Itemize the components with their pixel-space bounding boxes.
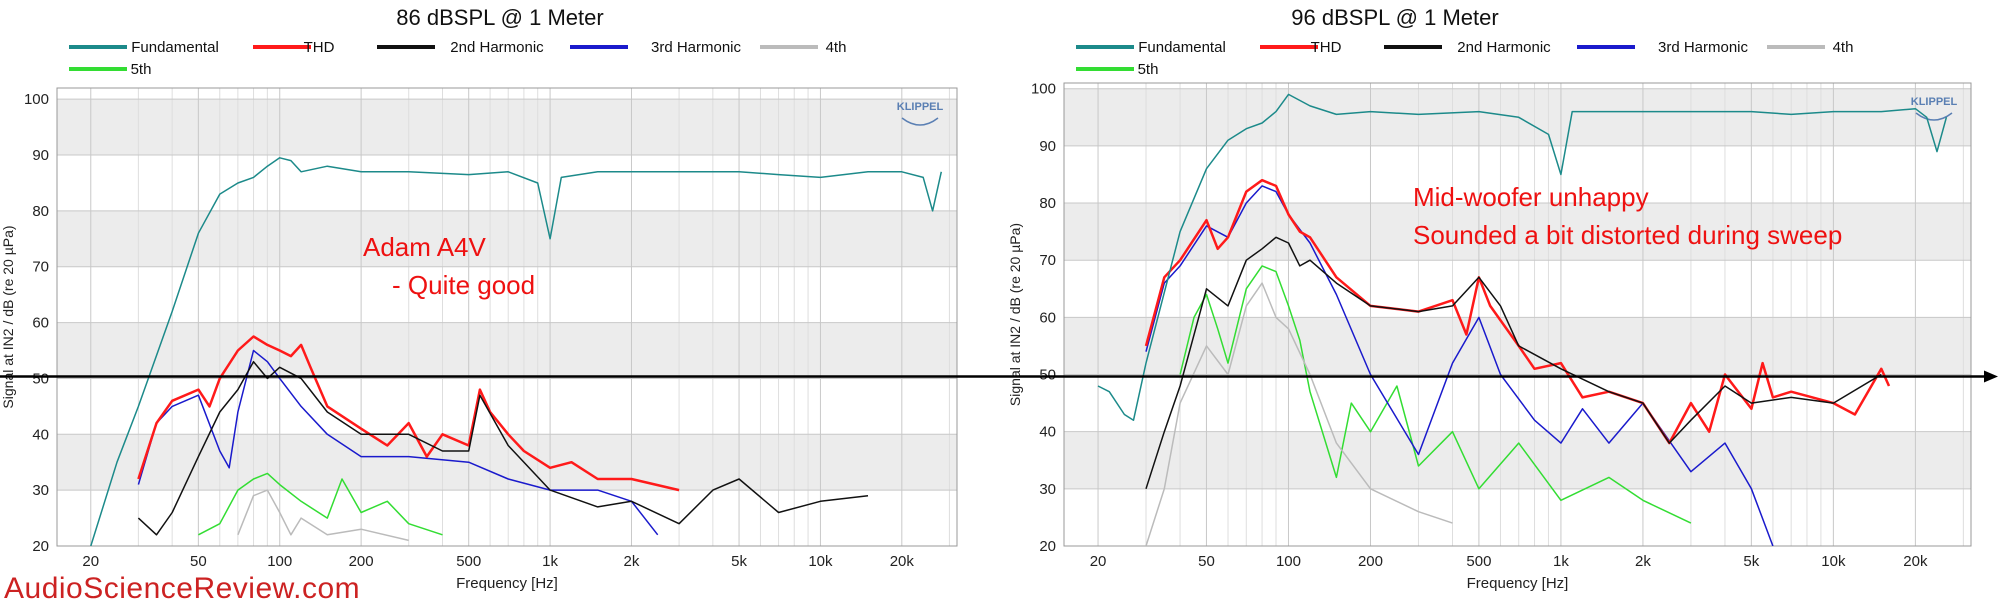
legend-label: THD xyxy=(1311,39,1342,56)
x-tick-label: 10k xyxy=(1821,553,1846,570)
plot-band xyxy=(1064,260,1971,318)
series-2nd-harmonic xyxy=(1145,236,1882,490)
legend-label: 3rd Harmonic xyxy=(1658,39,1749,56)
klippel-logo: KLIPPEL xyxy=(1911,96,1958,108)
y-tick-label: 50 xyxy=(32,370,49,387)
y-tick-label: 90 xyxy=(32,147,49,164)
plot-band xyxy=(57,266,957,323)
y-tick-label: 60 xyxy=(1039,309,1056,326)
x-tick-label: 20k xyxy=(890,553,915,570)
y-tick-label: 60 xyxy=(32,315,49,332)
chart-title: 86 dBSPL @ 1 Meter xyxy=(396,5,603,30)
plot-band xyxy=(1064,203,1971,261)
x-tick-label: 200 xyxy=(1358,553,1383,570)
legend-label: Fundamental xyxy=(131,39,219,56)
y-tick-label: 80 xyxy=(1039,195,1056,212)
plot-frame xyxy=(1063,82,1972,547)
series-2nd-harmonic xyxy=(137,360,869,536)
plot-band xyxy=(57,322,957,379)
series-thd xyxy=(1144,178,1891,445)
x-tick-label: 5k xyxy=(731,553,747,570)
x-tick-label: 50 xyxy=(1198,553,1215,570)
plot-band xyxy=(1064,431,1971,489)
x-tick-label: 100 xyxy=(267,553,292,570)
series-fundamental xyxy=(1097,93,1948,421)
x-tick-label: 20 xyxy=(82,553,99,570)
y-tick-label: 40 xyxy=(32,426,49,443)
chart-annotation: Mid-woofer unhappy xyxy=(1413,182,1649,212)
x-tick-label: 1k xyxy=(1553,553,1569,570)
reference-arrow-head xyxy=(1984,370,1998,383)
y-tick-label: 100 xyxy=(1031,81,1056,98)
y-tick-label: 70 xyxy=(1039,252,1056,269)
chart-annotation: Adam A4V xyxy=(363,232,487,262)
plot-band xyxy=(57,210,957,267)
y-tick-label: 30 xyxy=(1039,481,1056,498)
y-tick-label: 40 xyxy=(1039,424,1056,441)
y-axis-label: Signal at IN2 / dB (re 20 µPa) xyxy=(1007,223,1023,406)
plot-band xyxy=(1064,374,1971,432)
x-axis-label: Frequency [Hz] xyxy=(456,575,558,592)
legend-label: 2nd Harmonic xyxy=(450,39,544,56)
y-tick-label: 80 xyxy=(32,203,49,220)
series-3rd-harmonic xyxy=(137,349,659,536)
legend-label: 5th xyxy=(1138,61,1159,78)
legend-label: 4th xyxy=(1833,39,1854,56)
y-axis-label: Signal at IN2 / dB (re 20 µPa) xyxy=(0,225,16,408)
x-tick-label: 1k xyxy=(542,553,558,570)
legend-label: 2nd Harmonic xyxy=(1457,39,1551,56)
x-tick-label: 2k xyxy=(624,553,640,570)
plot-band xyxy=(57,155,957,211)
klippel-logo-mark xyxy=(1915,112,1953,121)
y-tick-label: 20 xyxy=(1039,538,1056,555)
series-5th xyxy=(198,472,443,536)
y-tick-label: 90 xyxy=(1039,138,1056,155)
plot-band xyxy=(57,88,957,100)
x-tick-label: 2k xyxy=(1635,553,1651,570)
y-tick-label: 70 xyxy=(32,259,49,276)
plot-band xyxy=(57,378,957,435)
y-tick-label: 30 xyxy=(32,482,49,499)
reference-line-layer xyxy=(0,370,1998,383)
legend-label: 4th xyxy=(826,39,847,56)
series-4th xyxy=(237,489,409,542)
series-fundamental xyxy=(90,157,943,546)
legend-label: 3rd Harmonic xyxy=(651,39,742,56)
series-5th xyxy=(1179,265,1692,524)
x-tick-label: 500 xyxy=(456,553,481,570)
x-tick-label: 500 xyxy=(1466,553,1491,570)
x-tick-label: 100 xyxy=(1276,553,1301,570)
y-tick-label: 20 xyxy=(32,538,49,555)
site-watermark: AudioScienceReview.com xyxy=(4,572,361,605)
klippel-logo-mark xyxy=(901,117,939,126)
chart-96db: 20 50 100 200 500 1k 2k 5k 10k 20k 20 30 40 50 60 70 80 9… xyxy=(1007,5,1972,592)
plot-frame xyxy=(56,87,958,547)
plot-band xyxy=(1064,145,1971,204)
series-4th xyxy=(1145,282,1453,546)
y-tick-label: 100 xyxy=(24,91,49,108)
chart-title: 96 dBSPL @ 1 Meter xyxy=(1291,5,1498,30)
x-tick-label: 5k xyxy=(1743,553,1759,570)
x-tick-label: 20k xyxy=(1903,553,1928,570)
chart-86db: 20 50 100 200 500 1k 2k 5k 10k 20k 20 30 40 50 60 70 80 9… xyxy=(0,5,958,592)
plot-band xyxy=(1064,488,1971,546)
legend-label: Fundamental xyxy=(1138,39,1226,56)
klippel-logo: KLIPPEL xyxy=(897,101,944,113)
x-tick-label: 20 xyxy=(1090,553,1107,570)
plot-band xyxy=(57,490,957,546)
x-tick-label: 50 xyxy=(190,553,207,570)
y-tick-label: 50 xyxy=(1039,367,1056,384)
x-tick-label: 200 xyxy=(349,553,374,570)
series-thd xyxy=(137,335,680,492)
chart-annotation: - Quite good xyxy=(392,270,535,300)
plot-band xyxy=(1064,83,1971,89)
x-axis-label: Frequency [Hz] xyxy=(1467,575,1569,592)
plot-band xyxy=(57,99,957,156)
legend-label: THD xyxy=(304,39,335,56)
x-tick-label: 10k xyxy=(808,553,833,570)
chart-annotation: Sounded a bit distorted during sweep xyxy=(1413,220,1842,250)
legend-label: 5th xyxy=(131,61,152,78)
